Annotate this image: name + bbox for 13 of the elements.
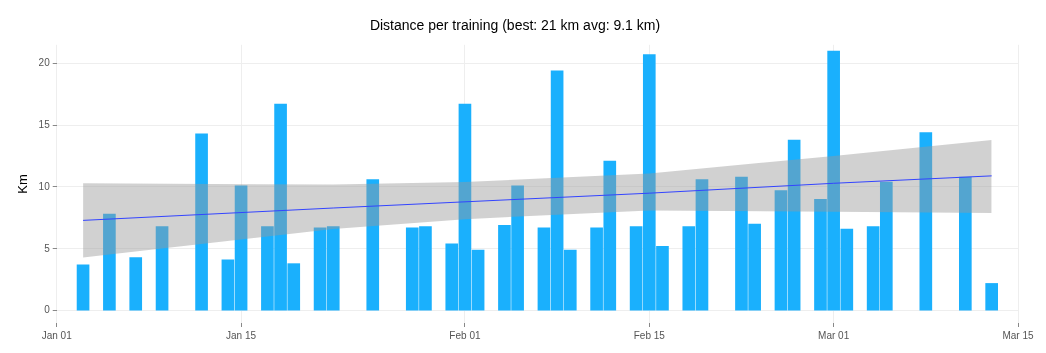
y-tick-label: 15 [38, 118, 51, 130]
x-tick-label: Jan 15 [226, 329, 257, 341]
y-tick-label: 10 [38, 180, 51, 192]
x-tick-label: Feb 01 [449, 329, 481, 341]
y-tick-label: 0 [44, 304, 51, 316]
chart-title: Distance per training (best: 21 km avg: 9.1 km) [369, 17, 661, 34]
y-tick-label: 20 [38, 57, 51, 69]
x-tick-label: Jan 01 [41, 329, 73, 341]
y-axis-title: Km [15, 174, 31, 194]
x-tick-label: Mar 15 [1002, 329, 1034, 341]
y-tick-label: 5 [44, 242, 51, 254]
x-tick-label: Feb 15 [633, 329, 666, 341]
x-tick-label: Mar 01 [818, 329, 850, 341]
